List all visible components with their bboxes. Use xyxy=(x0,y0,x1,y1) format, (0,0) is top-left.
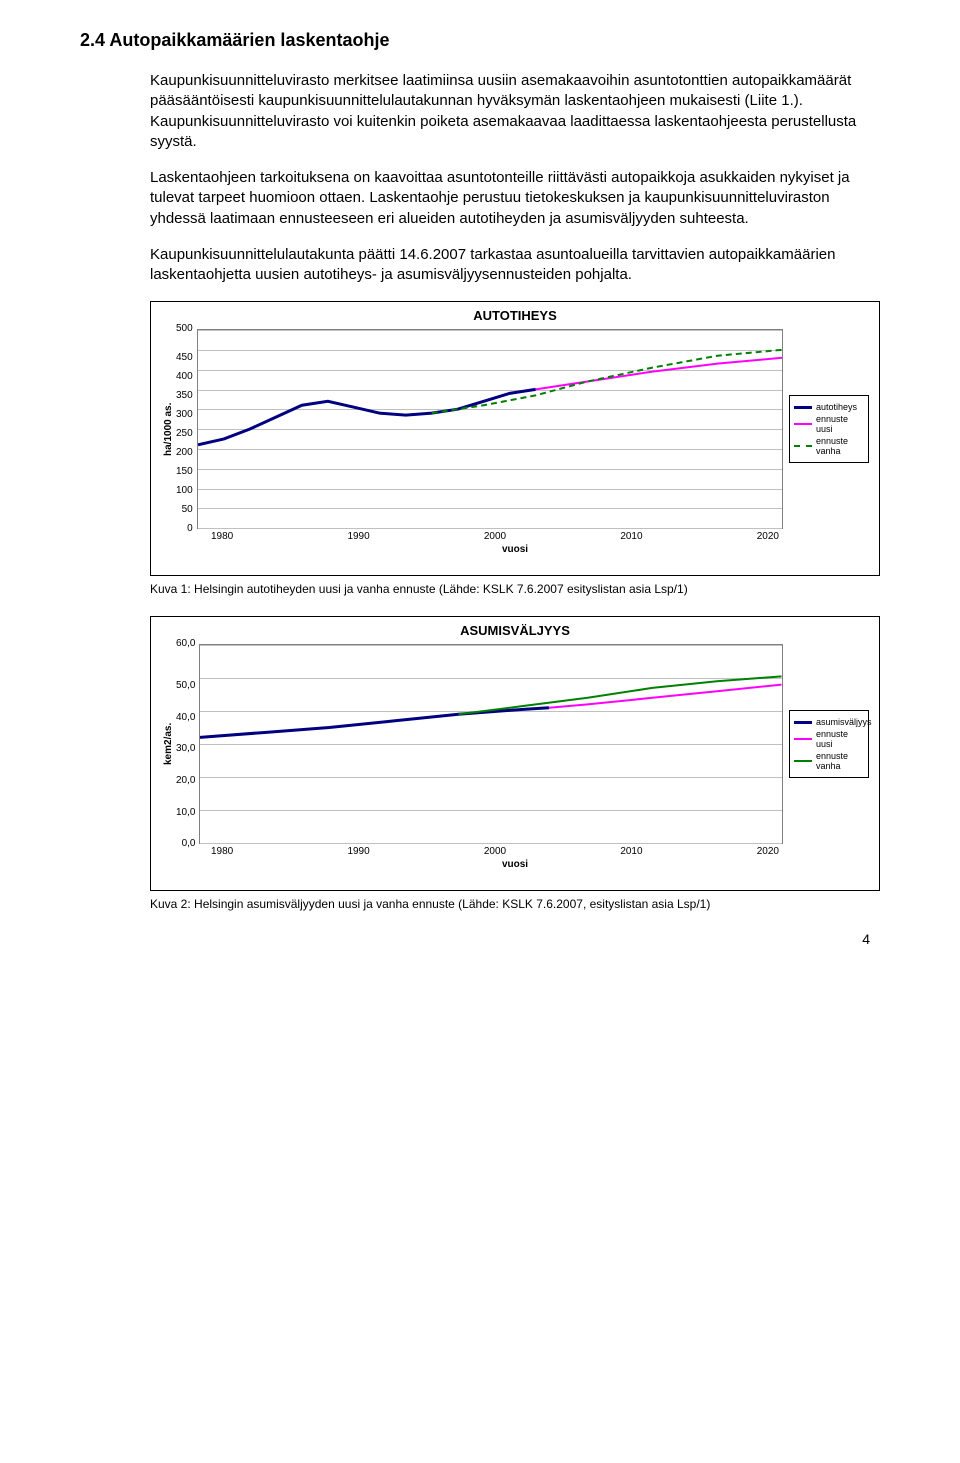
y-axis-label: ha/1000 as. xyxy=(161,329,176,529)
x-tick-labels: 19801990200020102020 xyxy=(211,846,779,857)
x-axis-label: vuosi xyxy=(161,859,869,870)
chart-asumisvaljyys: ASUMISVÄLJYYS kem2/as. 60,050,040,030,02… xyxy=(150,616,880,891)
section-title-text: Autopaikkamäärien laskentaohje xyxy=(109,30,389,50)
y-tick-labels: 60,050,040,030,020,010,00,0 xyxy=(176,644,199,844)
paragraph: Laskentaohjeen tarkoituksena on kaavoitt… xyxy=(150,168,880,229)
figure-caption: Kuva 2: Helsingin asumisväljyyden uusi j… xyxy=(150,897,880,911)
section-heading: 2.4 Autopaikkamäärien laskentaohje xyxy=(80,30,880,51)
paragraph: Kaupunkisuunnittelulautakunta päätti 14.… xyxy=(150,245,880,286)
chart-legend: asumisväljyysennuste uusiennuste vanha xyxy=(789,710,869,778)
body-text-block: Kaupunkisuunnitteluvirasto merkitsee laa… xyxy=(150,71,880,285)
chart-title: ASUMISVÄLJYYS xyxy=(161,623,869,638)
x-axis-label: vuosi xyxy=(161,544,869,555)
paragraph: Kaupunkisuunnitteluvirasto merkitsee laa… xyxy=(150,71,880,152)
y-axis-label: kem2/as. xyxy=(161,644,176,844)
figure-caption: Kuva 1: Helsingin autotiheyden uusi ja v… xyxy=(150,582,880,596)
chart-plot-area xyxy=(197,329,783,529)
page-number: 4 xyxy=(80,931,880,947)
chart-plot-area xyxy=(199,644,783,844)
chart-legend: autotiheysennuste uusiennuste vanha xyxy=(789,395,869,463)
chart-autotiheys: AUTOTIHEYS ha/1000 as. 50045040035030025… xyxy=(150,301,880,576)
x-tick-labels: 19801990200020102020 xyxy=(211,531,779,542)
chart-title: AUTOTIHEYS xyxy=(161,308,869,323)
section-number: 2.4 xyxy=(80,30,105,50)
y-tick-labels: 500450400350300250200150100500 xyxy=(176,329,197,529)
